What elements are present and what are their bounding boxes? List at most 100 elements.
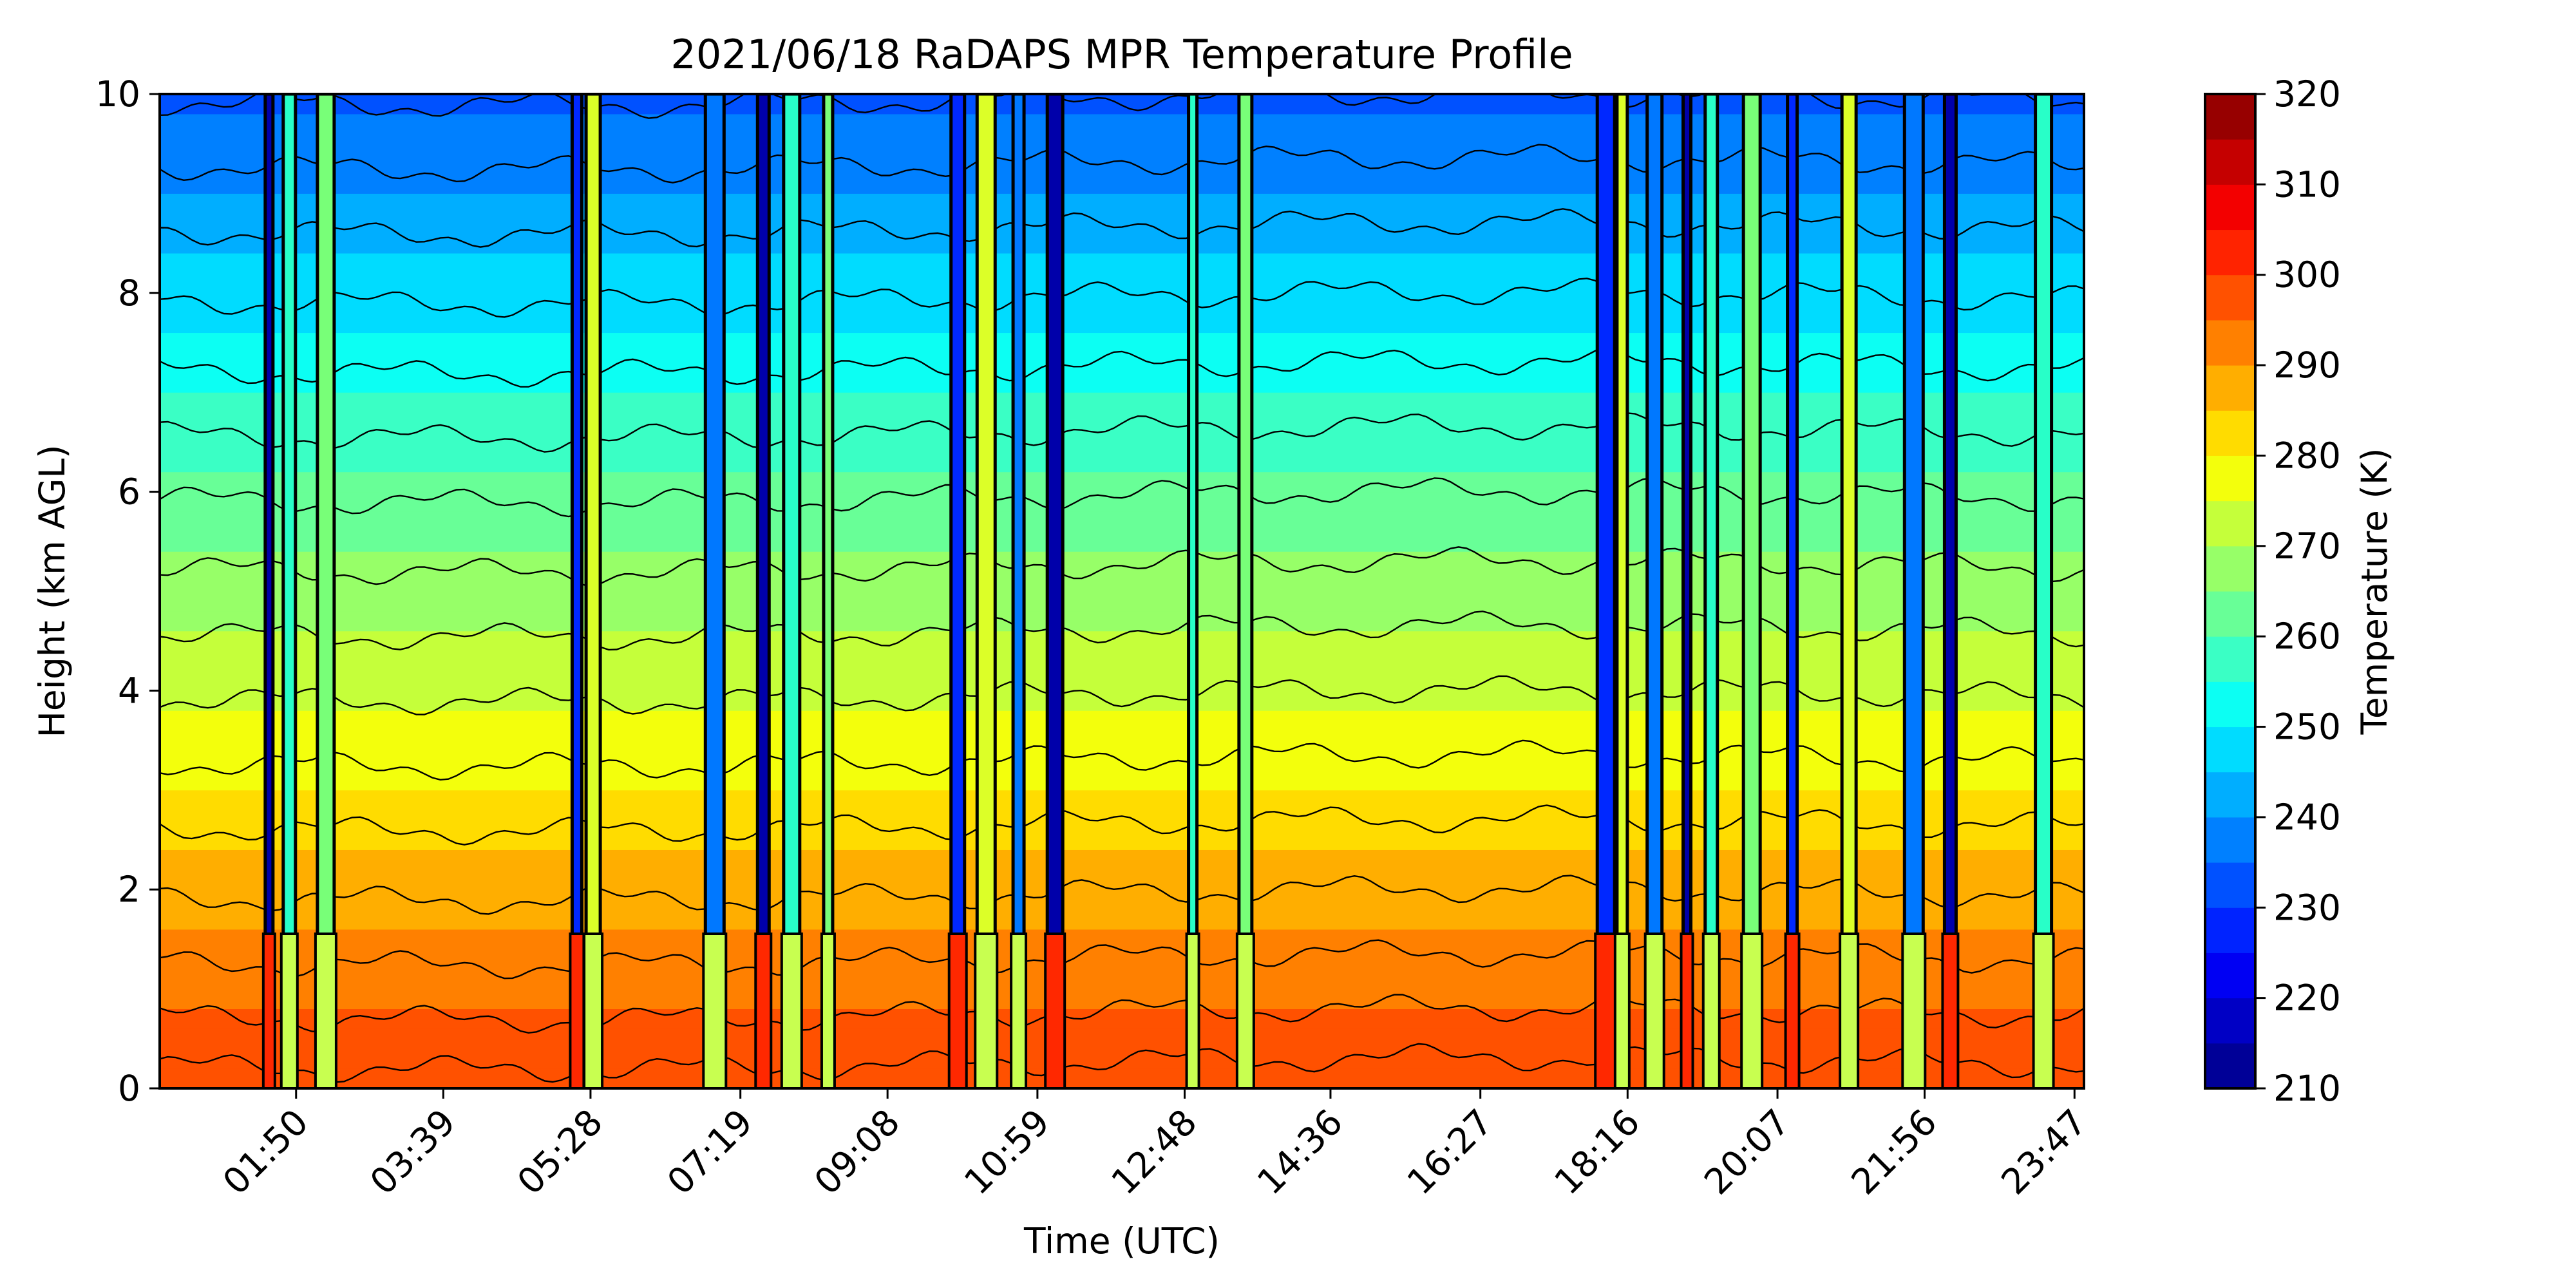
contour-line-270K xyxy=(160,675,2084,715)
chart-title: 2021/06/18 RaDAPS MPR Temperature Profil… xyxy=(670,31,1573,78)
temperature-band xyxy=(160,790,2084,811)
colorbar-tick-label: 260 xyxy=(2273,616,2341,657)
x-tick-label: 12:48 xyxy=(1103,1101,1204,1202)
spike-artifact xyxy=(780,94,803,1088)
y-tick-label: 6 xyxy=(118,471,140,513)
temperature-band xyxy=(160,690,2084,711)
spike-artifact xyxy=(1701,94,1721,1088)
colorbar-segment xyxy=(2205,681,2255,728)
colorbar-segment xyxy=(2205,636,2255,682)
spike-artifact xyxy=(1594,94,1618,1088)
temperature-band xyxy=(160,113,2084,135)
contour-line-245K xyxy=(160,347,2084,388)
x-tick-label: 05:28 xyxy=(509,1101,611,1202)
spike-artifact xyxy=(2032,94,2055,1088)
x-tick-label: 14:36 xyxy=(1249,1101,1350,1202)
x-tick-label: 23:47 xyxy=(1993,1101,2094,1202)
temperature-band xyxy=(160,591,2084,612)
spike-artifact xyxy=(1185,94,1200,1088)
colorbar-tick-label: 280 xyxy=(2273,435,2341,476)
colorbar-segment xyxy=(2205,862,2255,908)
colorbar-label: Temperature (K) xyxy=(2354,448,2395,735)
y-tick-label: 10 xyxy=(95,73,140,115)
colorbar-segment xyxy=(2205,365,2255,411)
temperature-band xyxy=(160,710,2084,731)
x-tick-label: 16:27 xyxy=(1399,1101,1501,1202)
temperature-band xyxy=(160,849,2084,870)
colorbar-tick-label: 270 xyxy=(2273,526,2341,567)
colorbar-tick-label: 300 xyxy=(2273,254,2341,296)
x-axis: 01:50 03:39 05:28 07:19 09:08 10:59 12:48 14:36… xyxy=(215,1088,2094,1202)
temperature-band xyxy=(160,869,2084,890)
spike-artifact xyxy=(1643,94,1665,1088)
colorbar-segment xyxy=(2205,726,2255,773)
contour-line-260K xyxy=(160,546,2084,587)
spike-artifact xyxy=(279,94,299,1088)
colorbar-tick-label: 230 xyxy=(2273,887,2341,928)
colorbar-tick-label: 210 xyxy=(2273,1068,2341,1109)
contour-line-255K xyxy=(160,477,2084,518)
x-tick-label: 21:56 xyxy=(1843,1101,1944,1202)
colorbar-tick-label: 240 xyxy=(2273,797,2341,838)
colorbar-tick-label: 310 xyxy=(2273,164,2341,205)
x-tick-label: 09:08 xyxy=(806,1101,907,1202)
temperature-band xyxy=(160,611,2084,632)
spike-artifact xyxy=(974,94,999,1088)
y-tick-label: 4 xyxy=(118,670,140,711)
temperature-band xyxy=(160,531,2084,552)
colorbar-segment xyxy=(2205,817,2255,863)
y-tick-label: 2 xyxy=(118,869,140,910)
colorbar-segment xyxy=(2205,139,2255,185)
spike-artifact xyxy=(754,94,773,1088)
colorbar-segment xyxy=(2205,500,2255,547)
contour-line-275K xyxy=(160,739,2084,781)
contour-line-225K xyxy=(160,94,2084,119)
temperature-band xyxy=(160,491,2084,512)
temperature-band xyxy=(160,889,2084,910)
colorbar-segment xyxy=(2205,319,2255,366)
spike-artifact xyxy=(583,94,604,1088)
temperature-band xyxy=(160,133,2084,155)
contour-lines xyxy=(160,94,2084,1083)
colorbar-segment xyxy=(2205,998,2255,1044)
x-tick-label: 07:19 xyxy=(659,1101,761,1202)
temperature-band xyxy=(160,451,2084,473)
y-axis: 0 2 4 6 8 10 xyxy=(95,73,160,1109)
temperature-band xyxy=(160,193,2084,214)
spike-artifact xyxy=(1784,94,1801,1088)
colorbar-segment xyxy=(2205,952,2255,999)
colorbar-segment xyxy=(2205,94,2255,140)
colorbar-segment xyxy=(2205,1043,2255,1089)
spike-artifact xyxy=(261,94,276,1088)
colorbar: 320 310 300 290 280 270 260 250 240 230 220 210 xyxy=(2205,73,2341,1109)
temperature-band xyxy=(160,392,2084,413)
spike-artifact xyxy=(820,94,836,1088)
temperature-bands xyxy=(160,94,2084,1088)
colorbar-segment xyxy=(2205,455,2255,502)
colorbar-tick-label: 290 xyxy=(2273,345,2341,386)
contour-line-240K xyxy=(160,278,2084,318)
spike-artifact xyxy=(1613,94,1631,1088)
temperature-band xyxy=(160,252,2084,274)
x-tick-label: 03:39 xyxy=(362,1101,463,1202)
spike-artifact xyxy=(1235,94,1255,1088)
x-tick-label: 20:07 xyxy=(1696,1101,1797,1202)
colorbar-segment xyxy=(2205,591,2255,637)
spike-artifact xyxy=(1941,94,1960,1088)
colorbar-segment xyxy=(2205,410,2255,456)
spike-artifact xyxy=(1839,94,1860,1088)
colorbar-tick-label: 220 xyxy=(2273,978,2341,1019)
x-tick-label: 18:16 xyxy=(1546,1101,1647,1202)
temperature-band xyxy=(160,332,2084,353)
colorbar-segment xyxy=(2205,184,2255,231)
temperature-band xyxy=(160,670,2084,691)
colorbar-segment xyxy=(2205,545,2255,592)
colorbar-tick-label: 250 xyxy=(2273,706,2341,748)
contour-line-265K xyxy=(160,611,2084,651)
colorbar-segment xyxy=(2205,907,2255,953)
x-axis-label: Time (UTC) xyxy=(1023,1220,1220,1262)
contour-line-280K xyxy=(160,804,2084,846)
colorbar-tick-label: 320 xyxy=(2273,73,2341,115)
y-axis-label: Height (km AGL) xyxy=(32,444,73,737)
